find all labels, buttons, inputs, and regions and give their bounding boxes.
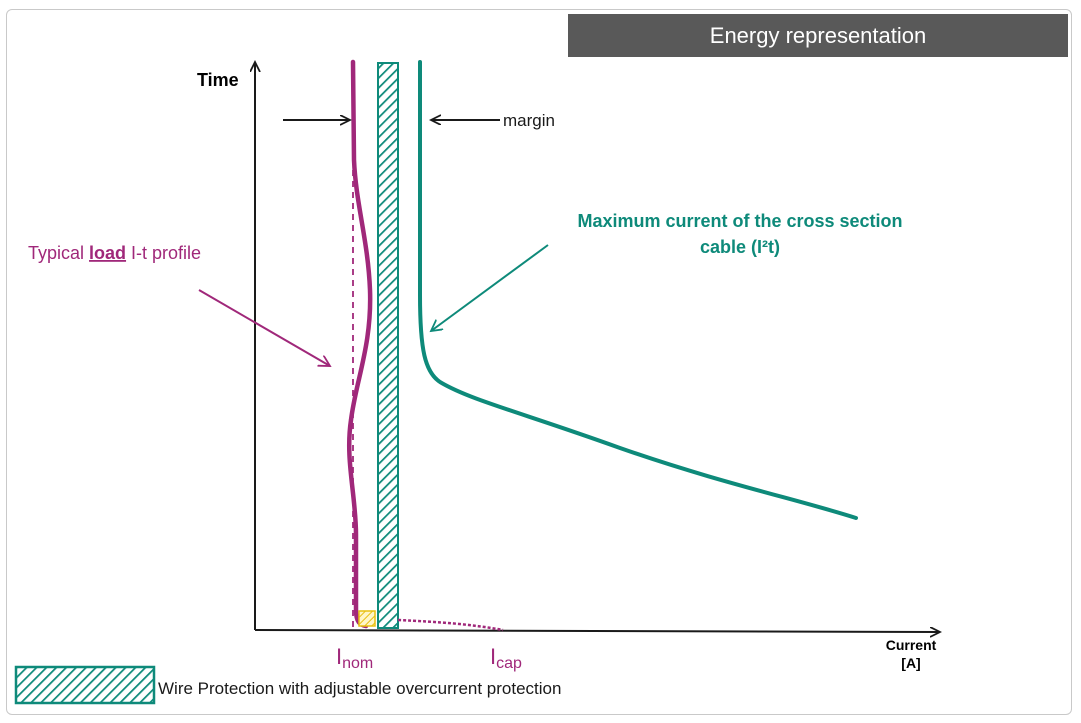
header-title: Energy representation [568,14,1068,57]
load-profile-label: Typical load I-t profile [28,243,201,263]
load-profile-curve [346,59,373,629]
x-axis-label-line1: Current [886,637,937,653]
cable-i2t-curve [418,60,858,520]
cable-curve-label-line1: Maximum current of the cross section [577,211,902,231]
load-tail-curve [397,618,504,632]
load-profile-suffix: I-t profile [126,243,201,263]
margin-label: margin [503,111,555,130]
x-axis [254,630,940,632]
x-axis-label-line2: [A] [901,655,920,671]
cable-curve-label-line2: cable (I²t) [700,237,780,257]
wire-protection-band [377,62,399,629]
load-profile-emphasis: load [89,243,126,263]
diagram-frame [6,9,1072,715]
capacity-current-label: Icap [490,644,522,672]
legend-swatch [14,665,156,705]
nominal-current-sub: nom [342,655,373,672]
nominal-current-label: Inom [336,644,373,672]
capacity-current-sub: cap [496,655,522,672]
capacity-current-main: I [490,644,496,669]
nominal-marker [358,610,376,627]
load-profile-arrow [198,289,330,366]
load-profile-prefix: Typical [28,243,89,263]
cable-curve-arrow [431,244,549,331]
legend-label: Wire Protection with adjustable overcurr… [158,679,561,698]
nominal-current-main: I [336,644,342,669]
y-axis-label: Time [197,70,239,90]
